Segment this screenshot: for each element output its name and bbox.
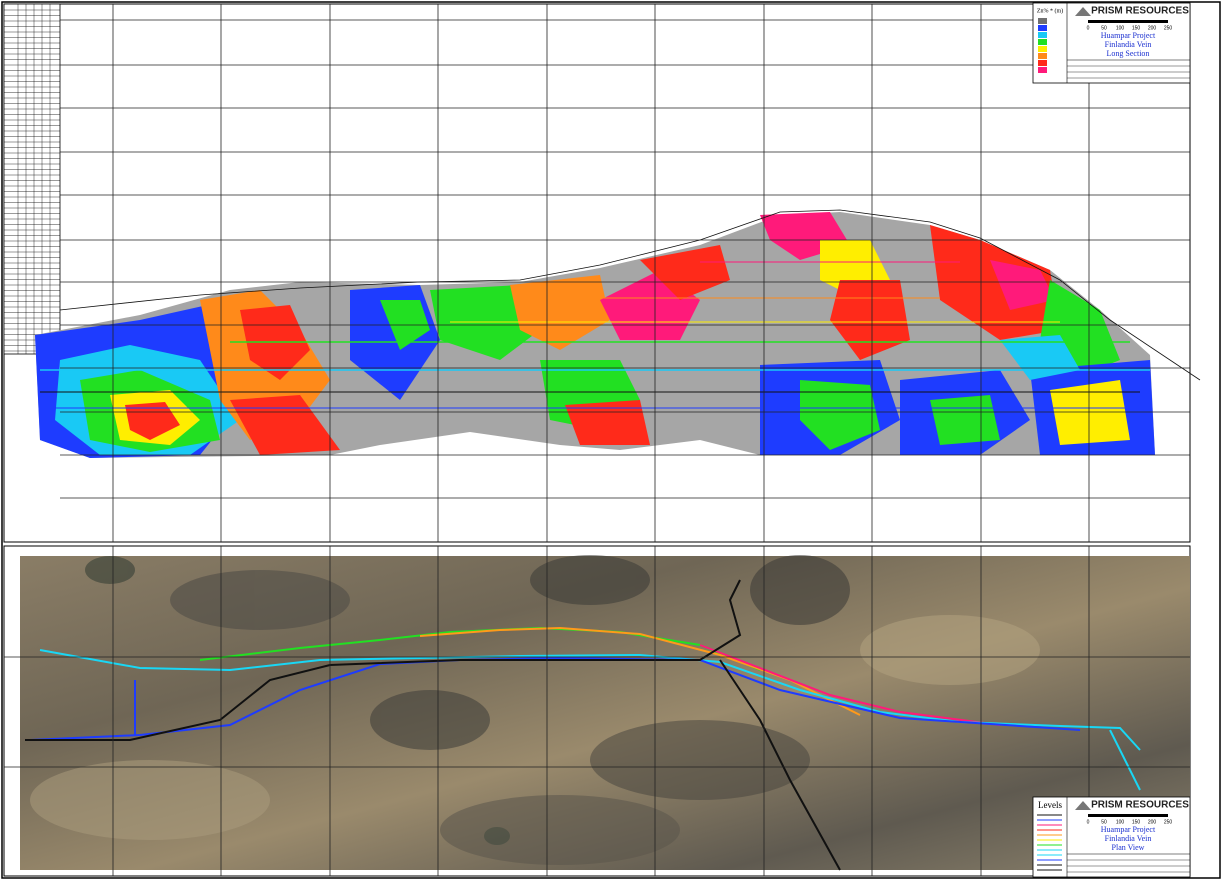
vein-name: Finlandia Vein [1105, 40, 1152, 49]
legend-swatch [1038, 60, 1047, 66]
legend-swatch [1038, 67, 1047, 73]
view-name: Long Section [1107, 49, 1150, 58]
coordinate-grid [4, 546, 1190, 876]
company-name: PRISM RESOURCES [1091, 800, 1189, 811]
legend-swatch [1038, 18, 1047, 24]
scale-label: 200 [1148, 25, 1157, 31]
scale-label: 50 [1101, 819, 1107, 825]
scale-label: 150 [1132, 819, 1141, 825]
title-block: Zn% * (m) PRISM RESOURCES 0 50 100 150 200 25… [1032, 2, 1191, 84]
photo-texture [30, 555, 1040, 865]
scale-label: 200 [1148, 819, 1157, 825]
scale-label: 0 [1087, 819, 1090, 825]
legend-swatch [1038, 53, 1047, 59]
scale-label: 150 [1132, 25, 1141, 31]
scale-label: 250 [1164, 25, 1173, 31]
company-name: PRISM RESOURCES [1091, 6, 1189, 17]
legend-swatch [1038, 32, 1047, 38]
data-table [3, 3, 61, 355]
legend-swatch [1038, 25, 1047, 31]
scale-label: 50 [1101, 25, 1107, 31]
title-block: Levels PRISM RESOURCES 0 50 100 150 200 250 H… [1032, 796, 1191, 878]
scale-label: 250 [1164, 819, 1173, 825]
level-drives [25, 579, 1141, 871]
legend-swatch [1038, 46, 1047, 52]
legend-swatch [1038, 39, 1047, 45]
scale-label: 0 [1087, 25, 1090, 31]
view-name: Plan View [1112, 843, 1145, 852]
vein-name: Finlandia Vein [1105, 834, 1152, 843]
scale-label: 100 [1116, 25, 1125, 31]
project-name: Huampar Project [1101, 825, 1156, 834]
coordinate-grid [60, 4, 1190, 542]
scale-label: 100 [1116, 819, 1125, 825]
project-name: Huampar Project [1101, 31, 1156, 40]
long-section-model [35, 209, 1201, 458]
legend-title: Zn% * (m) [1037, 7, 1063, 14]
legend-title: Levels [1038, 800, 1062, 810]
